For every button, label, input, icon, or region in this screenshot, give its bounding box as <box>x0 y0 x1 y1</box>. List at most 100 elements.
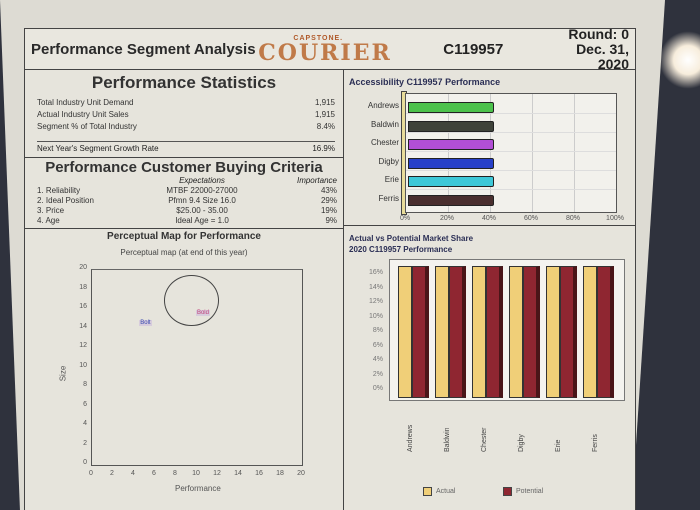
x-tick: 0 <box>89 470 93 477</box>
courier-page: Performance Segment Analysis CAPSTONE. C… <box>24 25 636 510</box>
criteria-row: 4. Age Ideal Age = 1.0 9% <box>37 216 337 225</box>
product-marker: Bold <box>195 309 210 316</box>
accessibility-bar <box>408 102 494 113</box>
potential-bar <box>486 266 503 398</box>
accessibility-bar <box>408 176 494 187</box>
screen-glare <box>660 30 700 90</box>
grid-line <box>574 94 575 212</box>
y-tick: 0% <box>372 385 383 392</box>
y-tick: 12 <box>79 342 87 349</box>
y-tick: 8% <box>372 327 383 334</box>
accessibility-label: Baldwin <box>370 119 399 129</box>
y-tick: 16% <box>368 269 383 276</box>
y-tick: 10 <box>79 361 87 369</box>
criteria-row: 3. Price $25.00 - 35.00 19% <box>37 206 337 215</box>
stat-row: Total Industry Unit Demand 1,915 <box>37 98 335 107</box>
y-tick: 4 <box>83 420 87 427</box>
grid-line <box>406 189 616 190</box>
round-label: Round: 0 <box>568 25 629 42</box>
y-tick: 2% <box>372 370 383 378</box>
category-label: Digby <box>518 434 525 452</box>
right-panel: Accessibility C119957 Performance Actual… <box>343 69 636 510</box>
x-tick: 2 <box>110 470 114 477</box>
perceptual-map-title: Perceptual Map for Performance <box>107 231 261 242</box>
criteria-title: Performance Customer Buying Criteria <box>25 157 343 176</box>
grid-line <box>406 151 616 152</box>
company-code: C119957 <box>443 40 504 58</box>
actual-bar <box>546 266 560 398</box>
y-tick: 2 <box>83 439 87 447</box>
statistics-table: Total Industry Unit Demand 1,915 Actual I… <box>25 97 343 133</box>
x-tick: 20% <box>439 215 454 222</box>
y-tick: 8 <box>83 381 87 388</box>
x-tick: 100% <box>606 215 624 222</box>
x-tick: 6 <box>152 470 156 477</box>
x-axis-label: Performance <box>175 484 221 493</box>
ideal-spot-circle <box>164 274 219 326</box>
left-panel: Performance Statistics Total Industry Un… <box>24 69 344 510</box>
x-tick: 80% <box>565 215 580 222</box>
criteria-row: 2. Ideal Position Pfmn 9.4 Size 16.0 29% <box>37 196 337 205</box>
accessibility-chart <box>405 93 617 213</box>
x-tick: 16 <box>255 470 263 477</box>
y-axis-label: Size <box>58 365 68 382</box>
perceptual-map-subtitle: Perceptual map (at end of this year) <box>120 248 248 257</box>
actual-bar <box>472 266 486 398</box>
legend-actual: Actual <box>423 487 455 496</box>
growth-rate-row: Next Year's Segment Growth Rate 16.9% <box>37 141 335 153</box>
potential-bar <box>523 266 540 398</box>
potential-swatch <box>503 487 512 496</box>
accessibility-bar <box>408 157 494 169</box>
criteria-header: Expectations Importance <box>179 176 337 185</box>
page-header: Performance Segment Analysis CAPSTONE. C… <box>24 25 636 72</box>
category-label: Baldwin <box>444 427 451 452</box>
x-tick: 18 <box>276 470 284 477</box>
y-tick: 18 <box>79 283 87 291</box>
section-divider <box>343 225 635 226</box>
category-label: Ferris <box>592 434 599 452</box>
accessibility-label: Ferris <box>378 193 399 203</box>
y-tick: 6 <box>83 400 87 408</box>
courier-logo: CAPSTONE. COURIER <box>258 34 392 66</box>
potential-bar <box>412 266 429 398</box>
actual-swatch <box>423 487 432 496</box>
criteria-row: 1. Reliability MTBF 22000-27000 43% <box>37 186 337 195</box>
grid-line <box>532 94 533 212</box>
grid-line <box>406 132 616 133</box>
x-tick: 10 <box>192 470 200 477</box>
x-tick: 0% <box>399 215 411 222</box>
legend-potential: Potential <box>503 487 543 496</box>
accessibility-label: Erie <box>384 175 399 184</box>
accessibility-label: Chester <box>370 138 399 147</box>
grid-line <box>406 113 616 114</box>
statistics-title: Performance Statistics <box>91 73 277 92</box>
accessibility-bar <box>408 139 494 150</box>
accessibility-bar <box>408 120 494 132</box>
category-label: Chester <box>481 427 488 452</box>
market-share-title: Actual vs Potential Market Share 2020 C1… <box>349 234 474 254</box>
y-tick: 10% <box>368 312 383 320</box>
accessibility-label: Andrews <box>367 101 399 110</box>
stat-row: Segment % of Total Industry 8.4% <box>37 122 335 131</box>
round-info: Round: 0 Dec. 31, 2020 <box>542 25 629 72</box>
x-tick: 8 <box>173 470 177 477</box>
x-tick: 4 <box>131 470 135 477</box>
x-tick: 14 <box>234 470 242 477</box>
y-tick: 4% <box>372 356 383 363</box>
y-tick: 16 <box>79 303 87 310</box>
y-tick: 6% <box>372 341 383 349</box>
perceptual-map: Perceptual Map for Performance Perceptua… <box>25 228 343 499</box>
page-title: Performance Segment Analysis <box>31 40 256 58</box>
grid-line <box>490 94 491 212</box>
y-tick: 14% <box>368 283 383 291</box>
actual-bar <box>435 266 449 398</box>
y-tick: 20 <box>79 264 87 271</box>
grid-line <box>406 170 616 171</box>
category-label: Andrews <box>407 424 414 452</box>
actual-bar <box>583 266 597 398</box>
x-tick: 12 <box>213 470 221 477</box>
x-tick: 20 <box>297 470 305 477</box>
accessibility-title: Accessibility C119957 Performance <box>349 77 501 87</box>
accessibility-bar <box>408 194 494 206</box>
accessibility-label: Digby <box>378 156 399 166</box>
